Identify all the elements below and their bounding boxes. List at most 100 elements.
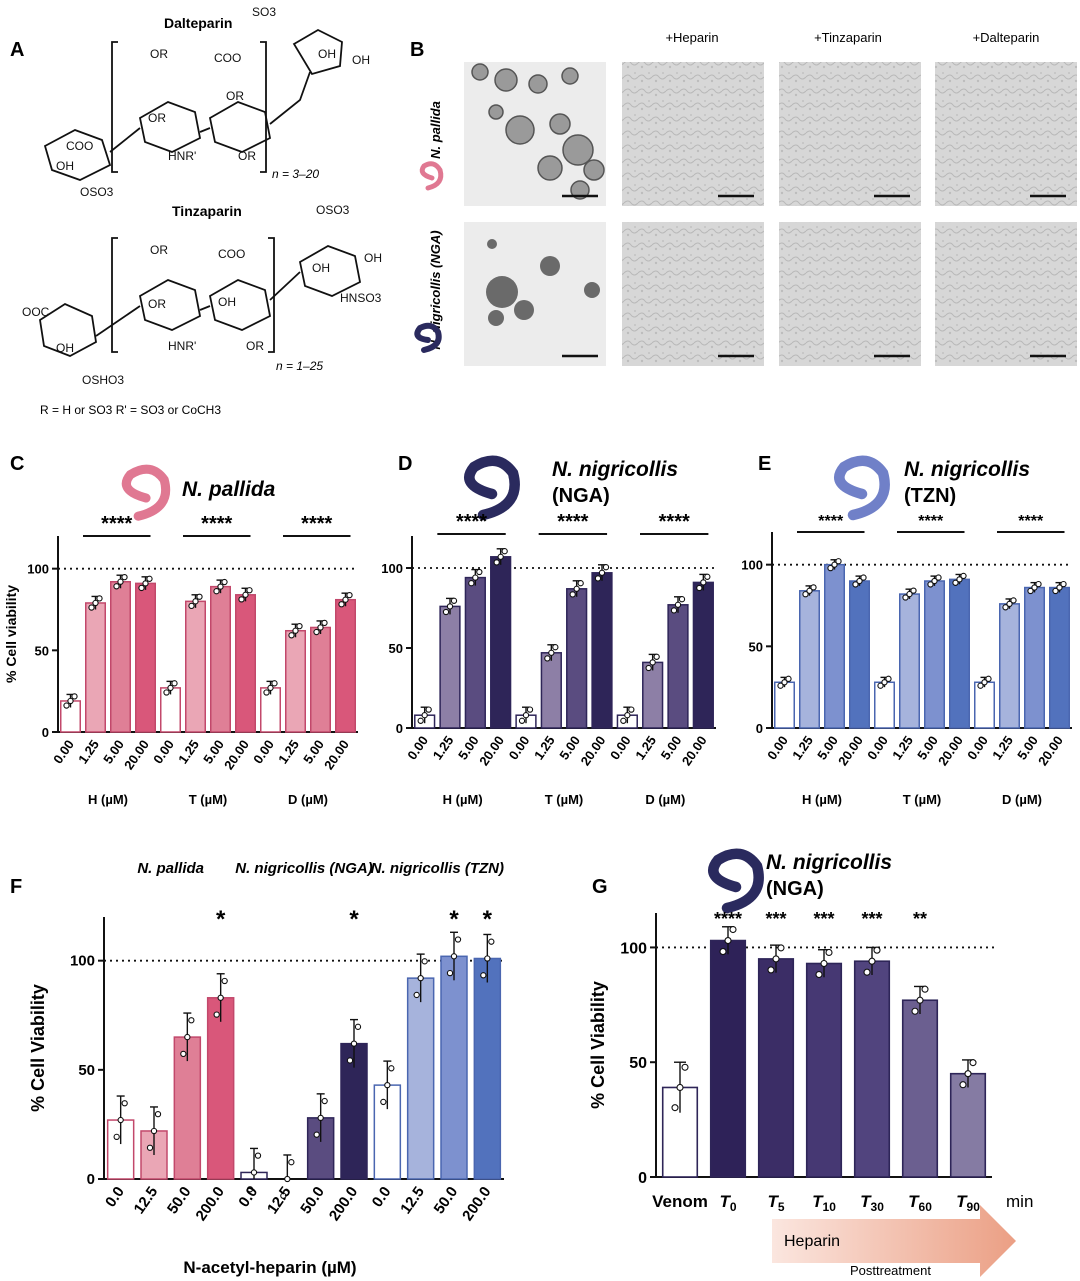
bar — [566, 588, 588, 729]
x-tick-label: 1.25 — [175, 737, 202, 766]
x-tick-label: T5 — [767, 1192, 784, 1214]
y-tick-label: 50 — [78, 1062, 95, 1079]
group-label: N. pallida — [137, 860, 204, 877]
data-point — [1006, 600, 1013, 608]
data-point — [284, 1175, 291, 1183]
svg-text:HNSO3: HNSO3 — [340, 291, 382, 305]
chart-title: N. nigricollis — [552, 458, 678, 481]
panel-e-label: E — [758, 453, 771, 475]
data-point — [67, 697, 74, 705]
svg-text:OSO3: OSO3 — [80, 185, 114, 199]
data-point — [835, 558, 842, 565]
x-tick-label: 12.5 — [264, 1184, 295, 1218]
data-point — [678, 596, 686, 603]
svg-text:OR: OR — [148, 297, 166, 311]
data-point — [350, 1040, 358, 1047]
dalteparin-title: Dalteparin — [164, 15, 232, 31]
data-point — [346, 1057, 354, 1064]
data-point — [292, 627, 299, 634]
data-point — [681, 1063, 689, 1071]
data-point — [267, 684, 274, 692]
data-point — [696, 584, 703, 592]
x-tick-label: 200.0 — [459, 1184, 494, 1225]
y-tick-label: 0 — [638, 1170, 647, 1187]
significance-mark: **** — [557, 511, 588, 533]
scale-bars — [562, 194, 1066, 358]
y-axis-label: % Cell Viability — [28, 984, 48, 1112]
data-point — [354, 1023, 362, 1030]
x-tick-label: T90 — [956, 1192, 980, 1214]
data-point — [188, 602, 195, 610]
significance-mark: **** — [201, 513, 232, 535]
x-axis-label: N-acetyl-heparin (µM) — [183, 1258, 356, 1277]
data-point — [296, 623, 303, 630]
x-tick-label: 0.00 — [250, 737, 277, 766]
data-point — [1031, 584, 1038, 591]
data-point — [624, 712, 631, 719]
data-point — [254, 1152, 262, 1159]
significance-mark: * — [449, 906, 459, 933]
data-point — [785, 675, 792, 682]
bar — [1049, 586, 1070, 729]
x-tick-label: 20.00 — [476, 733, 507, 768]
data-point — [724, 936, 732, 945]
bar — [849, 580, 870, 729]
data-point — [960, 572, 967, 580]
data-point — [969, 1059, 977, 1067]
snake-icon-nga — [464, 455, 520, 521]
significance-mark: *** — [813, 909, 834, 929]
svg-text:HNR': HNR' — [168, 339, 196, 353]
x-tick-label: 1.25 — [989, 733, 1016, 762]
bar — [874, 681, 895, 729]
data-point — [1056, 584, 1063, 591]
bar — [901, 999, 939, 1178]
data-point — [863, 968, 871, 976]
panel-d-chart: D N. nigricollis(NGA)0501000.001.255.0020… — [381, 453, 716, 807]
data-point — [645, 664, 652, 672]
data-point — [959, 1081, 967, 1089]
tinzaparin-n: n = 1–25 — [276, 359, 323, 373]
data-point — [313, 628, 320, 636]
x-tick-label: 0.00 — [964, 733, 991, 762]
x-tick-label: 0.00 — [764, 733, 791, 762]
data-point — [815, 970, 823, 979]
x-tick-label: 20.00 — [935, 733, 966, 768]
data-point — [910, 587, 917, 594]
data-point — [544, 655, 551, 662]
data-point — [935, 574, 942, 581]
y-tick-label: 0 — [396, 721, 403, 736]
bar — [464, 576, 486, 729]
chart-title: N. pallida — [182, 478, 276, 501]
group-label: H (µM) — [802, 792, 842, 807]
data-point — [142, 580, 149, 587]
data-point — [676, 1083, 684, 1092]
x-tick-label: 0.00 — [607, 733, 634, 762]
svg-text:OH: OH — [352, 53, 370, 67]
x-tick-label: 200.0 — [192, 1184, 227, 1225]
data-point — [446, 603, 454, 610]
panel-a-structures: A Dalteparin Tinzaparin SO3 OH OH OR O — [10, 5, 382, 417]
chart-subtitle: (NGA) — [766, 878, 824, 900]
bar — [899, 593, 920, 729]
x-tick-label: 1.25 — [632, 733, 659, 762]
data-point — [931, 577, 938, 585]
y-tick-label: 100 — [741, 558, 763, 573]
significance-mark: **** — [659, 511, 690, 533]
data-point — [877, 682, 884, 689]
data-point — [927, 581, 934, 588]
x-tick-label: 50.0 — [297, 1184, 328, 1218]
data-point — [213, 588, 220, 595]
data-point — [321, 619, 328, 627]
data-point — [1060, 580, 1067, 588]
svg-text:OH: OH — [318, 47, 336, 61]
panel-e-chart: E N. nigricollis(TZN)0501000.001.255.0020… — [741, 453, 1072, 807]
bar — [206, 997, 235, 1180]
y-tick-label: 100 — [620, 940, 647, 957]
y-tick-label: 0 — [756, 721, 763, 736]
x-tick-label: 1.25 — [531, 733, 558, 762]
svg-text:OH: OH — [56, 159, 74, 173]
bar — [406, 977, 435, 1180]
group-label: D (µM) — [288, 792, 328, 807]
data-point — [242, 591, 249, 598]
x-tick-label: 200.0 — [326, 1184, 361, 1225]
